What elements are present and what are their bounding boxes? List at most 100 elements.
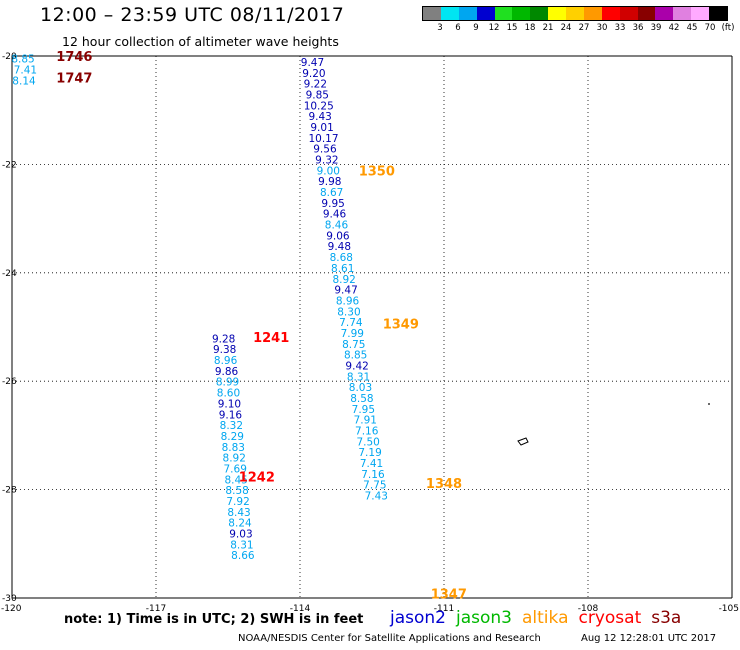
- legend-swatch: [530, 7, 549, 20]
- legend-swatch: [566, 7, 584, 20]
- legend-tick-label: 18: [524, 23, 536, 33]
- satellite-name-altika: altika: [522, 608, 569, 628]
- satellite-name-s3a: s3a: [651, 608, 682, 628]
- legend-tick-label: 39: [650, 23, 662, 33]
- latitude-tick-label: -26: [2, 377, 17, 387]
- latitude-tick-label: -28: [2, 486, 17, 496]
- wave-height-value: 7.95: [352, 404, 375, 416]
- small-island-dot: [708, 403, 710, 405]
- legend-tick-label: (ft): [721, 23, 735, 33]
- pass-time-label: 1348: [426, 477, 462, 492]
- legend-tick-label: 30: [596, 23, 608, 33]
- wave-height-value: 7.92: [226, 496, 249, 508]
- wave-height-value: 7.16: [355, 426, 379, 438]
- legend-tick-label: 36: [632, 23, 644, 33]
- legend-swatch: [494, 7, 513, 20]
- wave-height-value: 8.96: [336, 295, 360, 307]
- wave-height-value: 9.85: [306, 89, 329, 101]
- timestamp: Aug 12 12:28:01 UTC 2017: [581, 633, 717, 644]
- legend-tick-label: 45: [686, 23, 698, 33]
- color-legend: 3 6 9 12 15 18 21 24 27 30 33 36 39 42 45 70 (ft): [422, 6, 734, 40]
- legend-tick-label: 6: [455, 23, 461, 33]
- page-title: 12:00 – 23:59 UTC 08/11/2017: [40, 4, 345, 26]
- legend-swatch: [512, 7, 531, 20]
- wave-height-value: 7.41: [14, 65, 37, 77]
- longitude-tick-label: -105: [719, 604, 739, 614]
- wave-height-value: 7.75: [363, 480, 386, 492]
- legend-tick-label: 21: [542, 23, 554, 33]
- wave-height-value: 9.46: [323, 209, 347, 221]
- legend-tick-labels: 3 6 9 12 15 18 21 24 27 30 33 36 39 42 45 70 (ft): [422, 21, 734, 35]
- wave-height-value: 8.67: [320, 187, 343, 199]
- legend-swatch: [673, 7, 692, 20]
- wave-height-value: 8.29: [221, 431, 244, 443]
- satellite-name-jason2: jason2: [390, 608, 446, 628]
- legend-swatch: [637, 7, 656, 20]
- wave-height-value: 9.20: [302, 68, 325, 80]
- legend-tick-label: 12: [488, 23, 500, 33]
- wave-height-value: 8.46: [325, 220, 349, 232]
- longitude-tick-label: -120: [1, 604, 22, 614]
- wave-height-value: 7.43: [365, 491, 388, 503]
- wave-height-value: 8.96: [214, 355, 238, 367]
- wave-height-value: 8.85: [344, 350, 367, 362]
- wave-height-value: 9.22: [304, 79, 327, 91]
- wave-height-value: 8.32: [220, 420, 243, 432]
- wave-height-value: 9.98: [318, 176, 341, 188]
- pass-time-label: 1350: [359, 164, 395, 179]
- wave-height-value: 9.48: [328, 241, 351, 253]
- legend-swatch: [601, 7, 620, 20]
- legend-tick-label: 42: [668, 23, 680, 33]
- wave-height-value: 8.31: [347, 371, 370, 383]
- legend-swatch: [691, 7, 709, 20]
- wave-height-value: 8.61: [331, 263, 354, 275]
- satellite-legend: jason2 jason3 altika cryosat s3a: [390, 608, 691, 628]
- legend-swatch: [476, 7, 495, 20]
- latitude-tick-label: -24: [2, 269, 17, 279]
- map-grid: [11, 55, 733, 599]
- wave-height-value: 7.41: [360, 458, 383, 470]
- wave-height-value: 7.74: [339, 317, 363, 329]
- wave-height-value: 8.43: [227, 507, 250, 519]
- legend-swatch: [440, 7, 459, 20]
- wave-height-value: 8.66: [231, 550, 255, 562]
- wave-height-value: 9.47: [301, 57, 324, 69]
- wave-height-value: 7.50: [356, 436, 379, 448]
- wave-height-value: 9.38: [213, 344, 236, 356]
- legend-swatch: [655, 7, 674, 20]
- legend-tick-label: 3: [437, 23, 443, 33]
- wave-height-value: 8.60: [217, 388, 240, 400]
- wave-height-value: 7.99: [341, 328, 364, 340]
- wave-height-value: 9.10: [218, 398, 241, 410]
- satellite-name-cryosat: cryosat: [578, 608, 642, 628]
- pass-time-labels: 1746 1747 1350 1349 1348 1347 1241 1242: [56, 50, 467, 603]
- legend-swatch: [583, 7, 602, 20]
- pass-time-label: 1747: [56, 72, 92, 87]
- wave-height-value: 9.06: [326, 230, 350, 242]
- wave-height-value: 7.69: [224, 463, 247, 475]
- wave-height-value: 8.30: [337, 306, 360, 318]
- longitude-tick-label: -111: [434, 604, 454, 614]
- legend-swatch: [619, 7, 638, 20]
- pass-time-label: 1241: [253, 331, 289, 346]
- legend-swatch: [548, 7, 566, 20]
- legend-tick-label: 70: [704, 23, 716, 33]
- wave-height-value: 9.42: [345, 360, 368, 372]
- wave-height-value: 8.99: [216, 377, 239, 389]
- wave-height-value: 9.95: [321, 198, 344, 210]
- wave-height-value: 9.32: [315, 155, 338, 167]
- satellite-name-jason3: jason3: [456, 608, 512, 628]
- legend-tick-label: 33: [614, 23, 626, 33]
- wave-height-value: 8.85: [11, 54, 34, 66]
- legend-tick-label: 15: [506, 23, 518, 33]
- wave-height-value: 9.03: [229, 529, 252, 541]
- legend-color-bar: [422, 6, 728, 21]
- wave-height-value: 8.24: [228, 518, 252, 530]
- wave-height-value: 7.19: [358, 447, 381, 459]
- wave-height-value: 8.45: [224, 474, 247, 486]
- latitude-tick-label: -20: [2, 52, 17, 62]
- latitude-tick-label: -30: [2, 594, 17, 604]
- map-coastline: [517, 403, 710, 446]
- longitude-tick-label: -108: [578, 604, 599, 614]
